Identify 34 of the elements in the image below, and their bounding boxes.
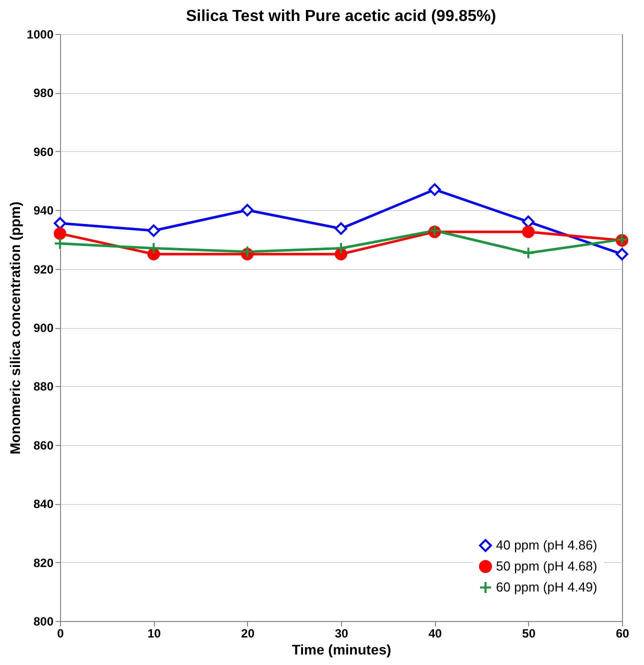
- y-tick-label: 820: [33, 556, 54, 570]
- x-tick-label: 40: [428, 626, 442, 640]
- y-tick-label: 860: [33, 438, 54, 452]
- y-tick-label: 900: [33, 321, 54, 335]
- y-tick-label: 940: [33, 204, 54, 218]
- x-tick-label: 20: [241, 626, 255, 640]
- point: [428, 183, 441, 196]
- point: [616, 248, 628, 260]
- y-axis-title: Monomeric silica concentration (ppm): [6, 202, 23, 454]
- x-axis-title: Time (minutes): [292, 642, 392, 658]
- point: [147, 224, 160, 237]
- point: [522, 226, 535, 238]
- y-tick-label: 960: [33, 144, 54, 159]
- legend-label: 40 ppm (pH 4.86): [496, 538, 598, 552]
- point: [334, 222, 348, 235]
- chart-title: Silica Test with Pure acetic acid (99.85%): [186, 8, 496, 25]
- legend-label: 60 ppm (pH 4.49): [496, 580, 598, 594]
- point: [241, 204, 254, 216]
- y-tick-label: 980: [33, 86, 54, 100]
- legend-label: 50 ppm (pH 4.68): [496, 558, 598, 574]
- point: [54, 227, 66, 240]
- x-tick-label: 0: [57, 626, 64, 640]
- x-tick-label: 60: [616, 626, 630, 640]
- y-tick-label: 800: [33, 614, 54, 628]
- x-tick-label: 30: [334, 626, 348, 640]
- y-tick-label: 1000: [26, 28, 54, 42]
- y-tick-label: 840: [33, 497, 54, 512]
- x-tick-label: 10: [147, 626, 162, 640]
- y-tick-label: 920: [33, 262, 54, 276]
- point: [522, 246, 535, 260]
- point: [147, 242, 160, 254]
- x-tick-label: 50: [522, 626, 536, 640]
- y-tick-label: 880: [33, 380, 54, 394]
- point: [334, 242, 348, 254]
